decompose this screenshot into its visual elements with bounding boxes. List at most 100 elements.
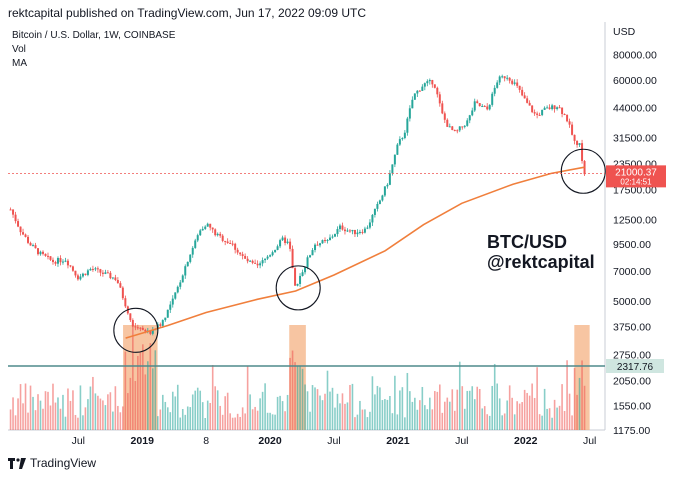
candle-body [338,225,341,230]
volume-bar [491,385,494,430]
volume-bar [239,416,241,430]
volume-bar [384,399,386,430]
volume-bar [563,410,566,430]
volume-bar [364,409,366,430]
candle-body [229,243,232,245]
legend-ma[interactable]: MA [12,58,27,69]
volume-bar [127,393,129,430]
legend-symbol[interactable]: Bitcoin / U.S. Dollar, 1W, COINBASE [12,30,176,41]
candle-body [324,240,327,242]
volume-bar [176,384,179,430]
volume-bar [199,390,202,430]
candle-body [468,115,471,121]
candle-body [541,109,544,116]
volume-bar [518,403,521,430]
volume-bar [17,398,19,430]
candle-body [358,231,361,233]
volume-bar [119,412,122,430]
candle-body [296,283,299,286]
candle-body [71,266,74,271]
candle-body [129,313,132,321]
volume-bar [286,394,289,430]
candle-body [271,252,274,256]
candle-body [114,277,117,281]
volume-bar [516,401,518,430]
volume-bar [249,394,251,430]
volume-bar [117,405,119,430]
volume-bar [354,417,356,430]
watermark-symbol: BTC/USD [487,232,567,252]
volume-bar [14,415,17,430]
annotation-circle [275,265,321,311]
candle-body [553,105,556,110]
volume-bar [558,405,561,430]
annotation-circles [113,148,606,353]
volume-bar [471,386,474,430]
volume-bar [309,411,311,430]
candle-body [109,272,112,279]
volume-bar [429,397,431,430]
candle-body [368,222,371,228]
volume-bar [281,401,284,430]
candle-body [388,173,391,185]
volume-bar [42,408,44,430]
candle-body [131,320,134,327]
last-price-badge [606,165,666,188]
volume-bar [326,370,329,430]
candle-body [251,260,254,263]
volume-bar [486,414,489,430]
candle-body [89,268,92,271]
candle-body [254,262,257,264]
candle-body [76,275,79,280]
candle-body [501,76,504,78]
x-tick-label: Jul [327,435,340,447]
volume-bar [453,410,456,430]
volume-bar [336,393,339,430]
volume-bar [351,383,354,430]
candle-body [104,272,107,274]
candle-body [431,79,434,85]
volume-bar [201,402,204,430]
candle-body [348,230,351,232]
volume-bar [241,407,244,430]
candle-body [191,247,194,255]
volume-bar [376,385,379,430]
candle-body [381,195,384,201]
candle-body [96,268,99,270]
volume-bar [321,400,324,430]
volume-bar [99,398,102,430]
candle-body [481,106,484,108]
volume-bar [334,407,336,430]
volume-bar [511,397,513,430]
candle-body [353,229,356,235]
legend-volume[interactable]: Vol [12,44,26,55]
candle-body [186,261,189,267]
annotation-circle [113,307,159,353]
candle-body [556,107,559,110]
candle-body [134,326,137,328]
volume-bar [316,389,319,430]
time-axis[interactable]: Jul 2019 8 2020 Jul 2021 Jul 2022 Jul [72,435,597,447]
candle-body [39,251,42,255]
candle-body [558,107,561,109]
candle-body [169,304,172,310]
candle-body [139,327,142,329]
footer-brand[interactable]: TradingView [8,456,96,470]
volume-bar [39,400,42,430]
volume-bar [219,405,221,430]
candle-body [34,245,37,249]
volume-bar [561,384,563,430]
volume-bar [294,362,296,430]
volume-bar [229,413,231,430]
candle-body [209,223,212,228]
price-axis[interactable]: 80000.0060000.0044000.0031500.0023500.00… [613,49,657,437]
volume-bar [513,414,516,430]
candle-body [341,225,344,230]
x-tick-label: Jul [72,435,85,447]
volume-bar [234,417,236,430]
candle-body [386,184,389,187]
candle-body [226,241,229,244]
volume-bar [149,343,152,430]
candle-body [503,76,506,79]
